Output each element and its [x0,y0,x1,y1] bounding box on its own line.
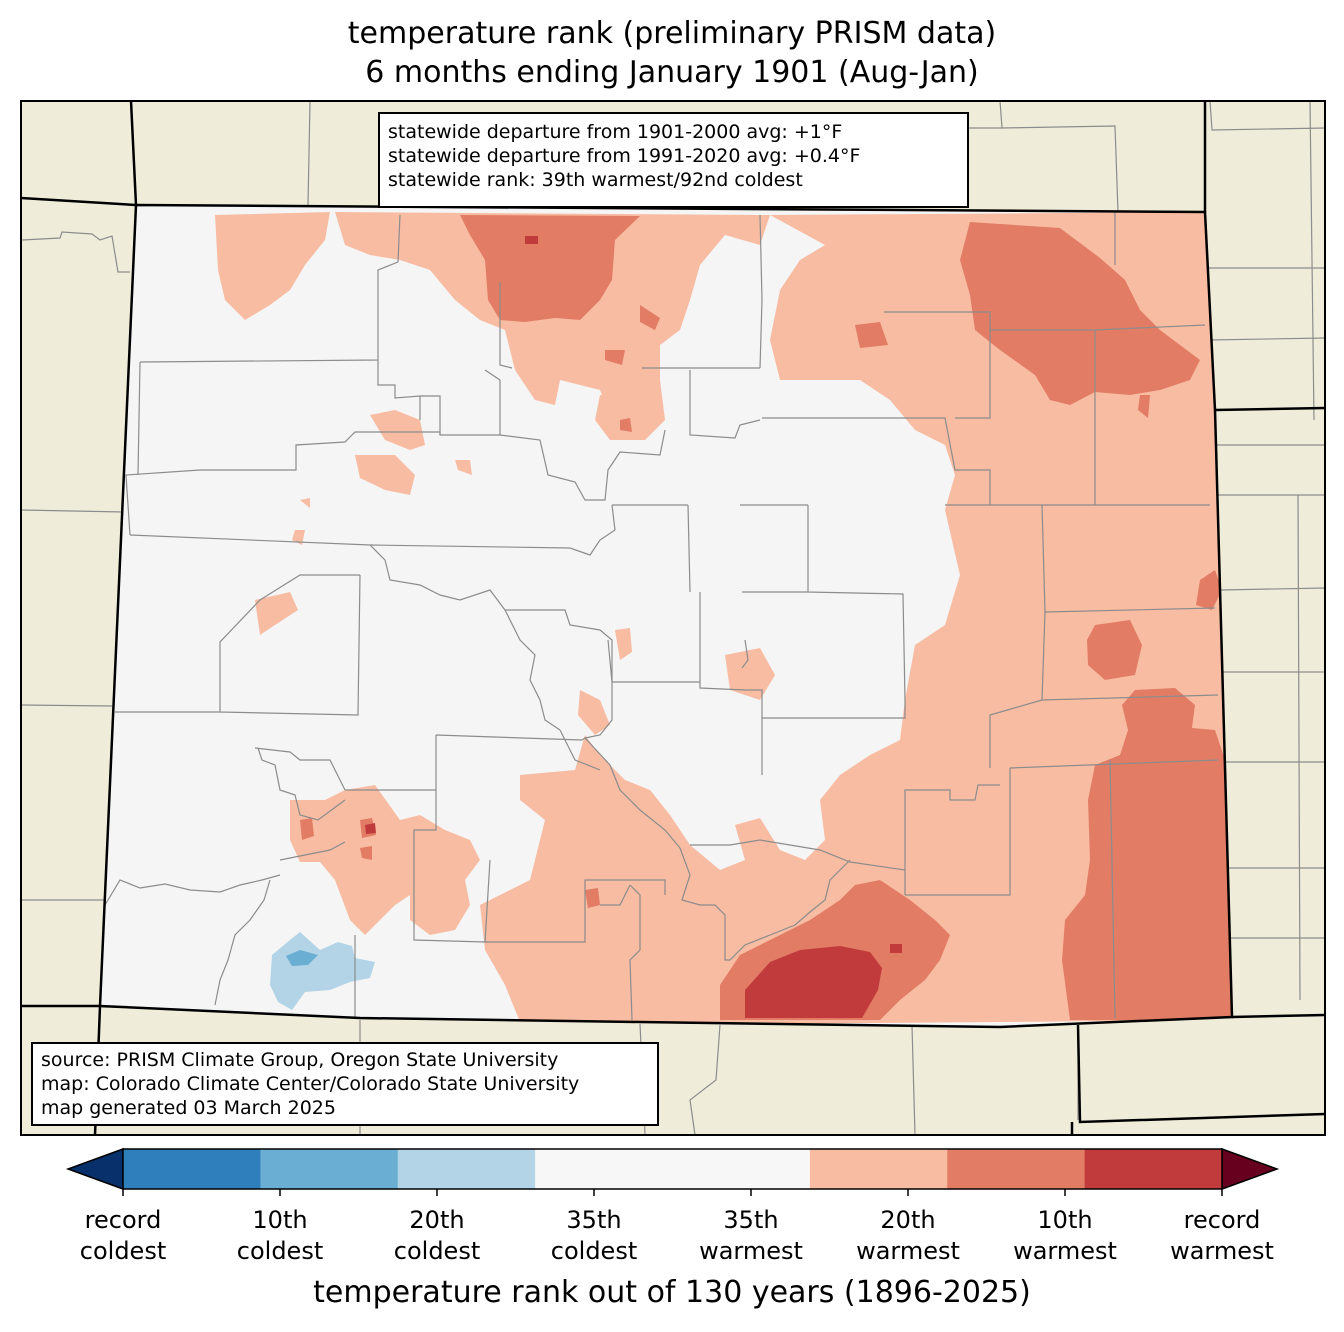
colorbar [65,1147,1280,1196]
colorbar-under-extension [65,1147,124,1191]
colorbar-tick-label-top: record [1183,1206,1261,1234]
colorbar-tick-label: 10th warmest [995,1205,1135,1267]
rank-20th-coldest-areas [286,950,318,966]
source-credit-map: map: Colorado Climate Center/Colorado St… [41,1073,580,1095]
colorbar-segment [947,1149,1086,1189]
colorbar-tick-label-bottom: warmest [1170,1237,1274,1265]
colorbar-segment [397,1149,536,1189]
stats-statewide-rank: statewide rank: 39th warmest/92nd coldes… [388,169,803,191]
map-title-line-2: 6 months ending January 1901 (Aug-Jan) [365,55,979,90]
colorbar-tick-label: 10th coldest [210,1205,350,1267]
colorbar-tick-label-top: 35th [723,1206,779,1234]
stats-departure-1991-2020: statewide departure from 1991-2020 avg: … [388,145,861,167]
colorbar-segment [535,1149,673,1189]
colorbar-segment [123,1149,261,1189]
colorbar-tick-label-bottom: coldest [550,1237,638,1265]
colorbar-tick-label-bottom: coldest [79,1237,167,1265]
colorbar-tick-label: 20th warmest [838,1205,978,1267]
stats-departure-1901-2000: statewide departure from 1901-2000 avg: … [388,121,843,143]
colorbar-segment [672,1149,811,1189]
colorbar-tick-label-bottom: warmest [856,1237,960,1265]
colorbar-tick-label-bottom: coldest [393,1237,481,1265]
colorbar-outline [122,1148,1223,1190]
rank-shading [215,212,1232,1025]
colorbar-tick-label-top: 35th [566,1206,622,1234]
source-credit-prism: source: PRISM Climate Group, Oregon Stat… [41,1049,559,1071]
colorado-county-lines [104,212,1219,1021]
map-generated-date: map generated 03 March 2025 [41,1097,336,1119]
map-frame [20,100,1326,1136]
statewide-stats-box: statewide departure from 1901-2000 avg: … [378,112,969,208]
colorbar-tick-label: record warmest [1152,1205,1292,1267]
colorbar-segment [809,1149,948,1189]
colorbar-title: temperature rank out of 130 years (1896-… [313,1275,1031,1310]
colorbar-tick-label-bottom: coldest [236,1237,324,1265]
colorbar-tick-label: record coldest [53,1205,193,1267]
colorbar-tick-label-bottom: warmest [699,1237,803,1265]
colorbar-segment [260,1149,399,1189]
source-credits-box: source: PRISM Climate Group, Oregon Stat… [31,1042,659,1126]
colorbar-segment [1084,1149,1223,1189]
colorbar-tick-label: 35th coldest [524,1205,664,1267]
colorbar-tick-label-top: 20th [409,1206,465,1234]
map-title-line-1: temperature rank (preliminary PRISM data… [347,16,997,51]
colorbar-tick-label: 35th warmest [681,1205,821,1267]
colorbar-tick-label: 20th coldest [367,1205,507,1267]
colorbar-tick-label-top: 20th [880,1206,936,1234]
rank-10th-warmest-areas [365,236,902,1018]
colorado-state-border [98,203,1234,1029]
colorbar-tick-label-top: 10th [1037,1206,1093,1234]
colorbar-tick-label-top: record [84,1206,162,1234]
colorbar-tick-label-bottom: warmest [1013,1237,1117,1265]
rank-35th-coldest-areas [270,932,375,1010]
colorbar-tick-label-top: 10th [252,1206,308,1234]
rank-35th-warmest-areas [215,212,1232,1025]
colorbar-over-extension [1221,1147,1280,1191]
